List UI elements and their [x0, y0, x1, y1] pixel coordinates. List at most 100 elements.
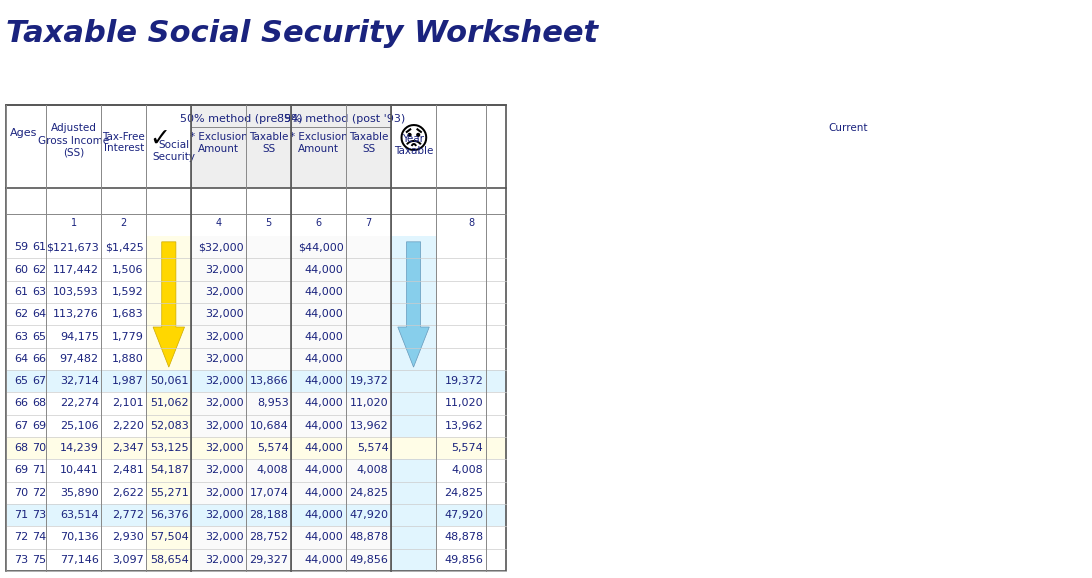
Text: 32,000: 32,000: [205, 309, 244, 319]
Text: 58,654: 58,654: [150, 555, 189, 565]
Text: 57,504: 57,504: [150, 532, 189, 542]
Text: Year: Year: [403, 135, 425, 144]
Text: 50% method (pre '94): 50% method (pre '94): [180, 114, 302, 124]
Text: 44,000: 44,000: [305, 532, 344, 542]
Text: Tax-Free: Tax-Free: [103, 132, 145, 142]
Text: 63: 63: [32, 287, 46, 297]
Text: SS: SS: [361, 144, 376, 154]
Text: 5,574: 5,574: [357, 443, 389, 453]
Text: 50,061: 50,061: [151, 376, 189, 386]
Text: 32,000: 32,000: [205, 532, 244, 542]
Text: 44,000: 44,000: [305, 309, 344, 319]
Text: 2,481: 2,481: [111, 465, 144, 476]
Text: 32,000: 32,000: [205, 510, 244, 520]
Text: 4,008: 4,008: [452, 465, 484, 476]
Text: 2,347: 2,347: [111, 443, 144, 453]
Text: 61: 61: [14, 287, 28, 297]
Text: 44,000: 44,000: [305, 488, 344, 498]
Text: 44,000: 44,000: [305, 265, 344, 275]
Text: 69: 69: [14, 465, 28, 476]
Text: 😟: 😟: [397, 127, 429, 155]
Text: 28,752: 28,752: [250, 532, 288, 542]
Text: 74: 74: [32, 532, 46, 542]
Text: 11,020: 11,020: [349, 398, 389, 409]
Text: Current: Current: [829, 123, 868, 133]
Text: 11,020: 11,020: [444, 398, 484, 409]
Text: 2: 2: [121, 218, 127, 228]
Text: * Exclusion: * Exclusion: [289, 132, 347, 142]
Text: ✓: ✓: [150, 126, 170, 150]
Text: 49,856: 49,856: [444, 555, 484, 565]
Text: 54,187: 54,187: [150, 465, 189, 476]
Text: 44,000: 44,000: [305, 555, 344, 565]
Text: 6: 6: [316, 218, 322, 228]
Text: 117,442: 117,442: [52, 265, 99, 275]
Text: 32,000: 32,000: [205, 443, 244, 453]
Text: 75: 75: [32, 555, 46, 565]
Text: 44,000: 44,000: [305, 354, 344, 364]
FancyBboxPatch shape: [146, 236, 191, 571]
Text: 49,856: 49,856: [349, 555, 389, 565]
Text: 7: 7: [366, 218, 371, 228]
Text: 1,592: 1,592: [112, 287, 144, 297]
Text: 5: 5: [265, 218, 272, 228]
Text: 32,000: 32,000: [205, 421, 244, 431]
Text: 2,622: 2,622: [111, 488, 144, 498]
Text: 60: 60: [14, 265, 28, 275]
Text: Gross Income: Gross Income: [38, 136, 109, 146]
Text: Adjusted: Adjusted: [51, 123, 97, 133]
Text: 64: 64: [14, 354, 28, 364]
Text: 29,327: 29,327: [250, 555, 288, 565]
Text: 55,271: 55,271: [150, 488, 189, 498]
Text: 10,441: 10,441: [60, 465, 99, 476]
Text: 67: 67: [14, 421, 28, 431]
Text: 53,125: 53,125: [150, 443, 189, 453]
Text: 5,574: 5,574: [452, 443, 484, 453]
Text: 66: 66: [14, 398, 28, 409]
Text: 72: 72: [32, 488, 46, 498]
Text: Amount: Amount: [298, 144, 340, 154]
Text: $32,000: $32,000: [198, 242, 244, 252]
Text: 51,062: 51,062: [150, 398, 189, 409]
Text: 44,000: 44,000: [305, 421, 344, 431]
Text: $1,425: $1,425: [105, 242, 144, 252]
Text: 28,188: 28,188: [250, 510, 288, 520]
Text: 19,372: 19,372: [444, 376, 484, 386]
Text: SS: SS: [262, 144, 275, 154]
Text: 62: 62: [14, 309, 28, 319]
Text: 63: 63: [14, 332, 28, 342]
Text: 113,276: 113,276: [54, 309, 99, 319]
Text: 71: 71: [14, 510, 28, 520]
Text: (SS): (SS): [63, 147, 84, 158]
Text: 69: 69: [32, 421, 46, 431]
Text: 73: 73: [14, 555, 28, 565]
Text: 44,000: 44,000: [305, 398, 344, 409]
Text: 70: 70: [32, 443, 46, 453]
Text: 73: 73: [32, 510, 46, 520]
Text: Interest: Interest: [104, 143, 144, 153]
Text: $121,673: $121,673: [46, 242, 99, 252]
Text: 13,866: 13,866: [250, 376, 288, 386]
Text: 32,000: 32,000: [205, 287, 244, 297]
Text: 62: 62: [32, 265, 46, 275]
Text: 4,008: 4,008: [357, 465, 389, 476]
FancyBboxPatch shape: [191, 105, 292, 188]
Text: 2,772: 2,772: [111, 510, 144, 520]
Text: 44,000: 44,000: [305, 465, 344, 476]
Text: 14,239: 14,239: [60, 443, 99, 453]
Text: 24,825: 24,825: [349, 488, 389, 498]
Text: Security: Security: [153, 151, 195, 162]
Text: Taxable: Taxable: [394, 146, 434, 156]
Text: 66: 66: [32, 354, 46, 364]
Text: 2,930: 2,930: [112, 532, 144, 542]
FancyBboxPatch shape: [391, 236, 436, 571]
Text: 32,000: 32,000: [205, 398, 244, 409]
FancyBboxPatch shape: [7, 504, 506, 526]
Text: Social: Social: [158, 140, 190, 150]
Text: 1,987: 1,987: [111, 376, 144, 386]
FancyBboxPatch shape: [7, 437, 506, 460]
FancyBboxPatch shape: [292, 236, 391, 571]
Text: 44,000: 44,000: [305, 376, 344, 386]
Text: $44,000: $44,000: [298, 242, 344, 252]
Text: 47,920: 47,920: [349, 510, 389, 520]
